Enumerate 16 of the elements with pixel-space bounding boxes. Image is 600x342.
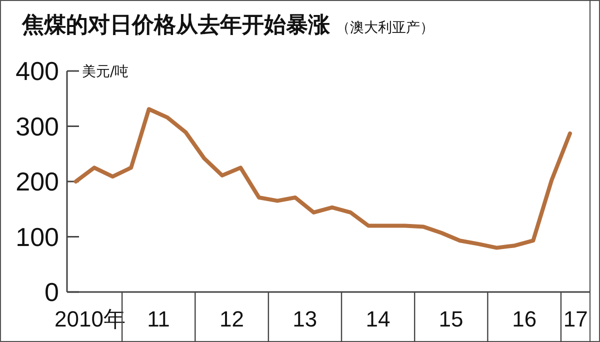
x-tick-label: 17 [563, 306, 588, 332]
x-tick-label: 11 [147, 306, 170, 332]
y-axis-title: 美元/吨 [82, 64, 129, 80]
x-tick-label: 16 [512, 306, 537, 332]
line-series [74, 107, 572, 250]
x-tick-label: 14 [366, 306, 390, 332]
y-tick-label: 0 [44, 277, 59, 308]
chart-title: 焦煤的对日价格从去年开始暴涨 [22, 13, 330, 38]
x-tick-label: 15 [438, 306, 464, 332]
x-tick-label: 13 [292, 306, 318, 332]
y-tick-label: 400 [16, 56, 59, 86]
chart-subtitle: （澳大利亚产） [336, 20, 434, 36]
x-tick-label: 12 [220, 306, 244, 332]
y-tick-label: 200 [16, 166, 59, 197]
y-tick-label: 100 [16, 222, 59, 252]
y-tick-label: 300 [16, 111, 59, 142]
